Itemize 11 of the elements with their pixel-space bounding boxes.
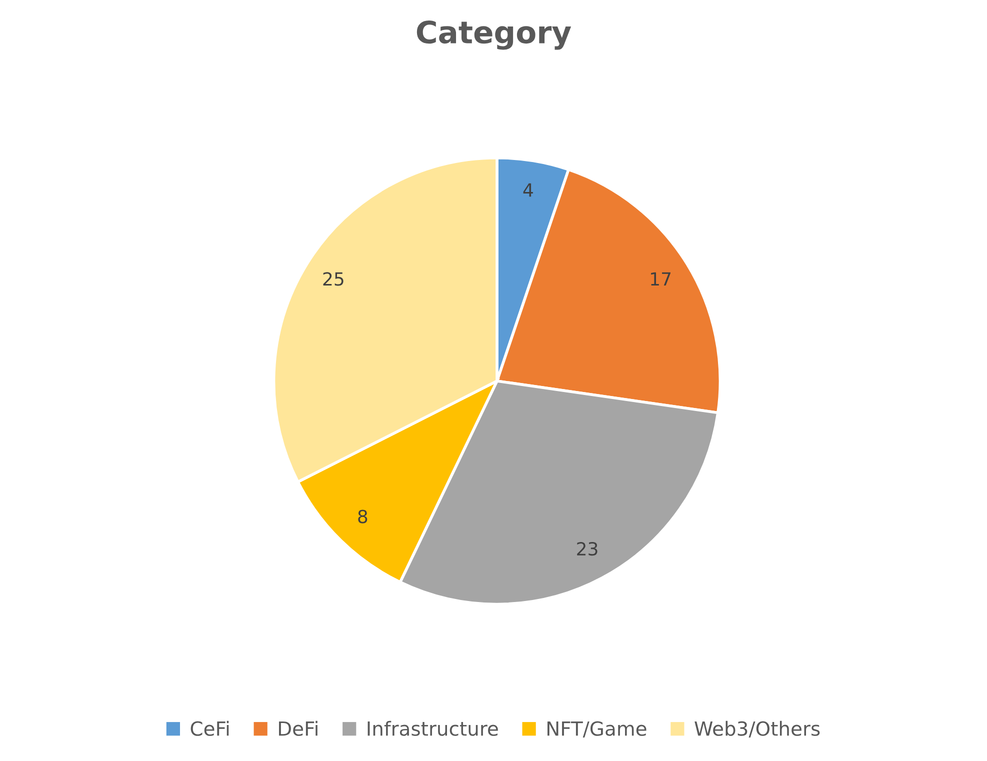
- legend-label: Infrastructure: [368, 720, 498, 736]
- data-label: 25: [323, 272, 344, 286]
- legend-label: DeFi: [279, 720, 318, 736]
- chart-title: Category: [416, 20, 572, 50]
- data-label: 17: [651, 272, 671, 286]
- data-label: 4: [523, 183, 533, 197]
- legend-label: Web3/Others: [694, 720, 820, 738]
- data-label: 8: [358, 510, 368, 524]
- legend-label: NFT/Game: [548, 721, 646, 738]
- data-label: 23: [577, 542, 598, 556]
- legend-label: CeFi: [190, 720, 229, 736]
